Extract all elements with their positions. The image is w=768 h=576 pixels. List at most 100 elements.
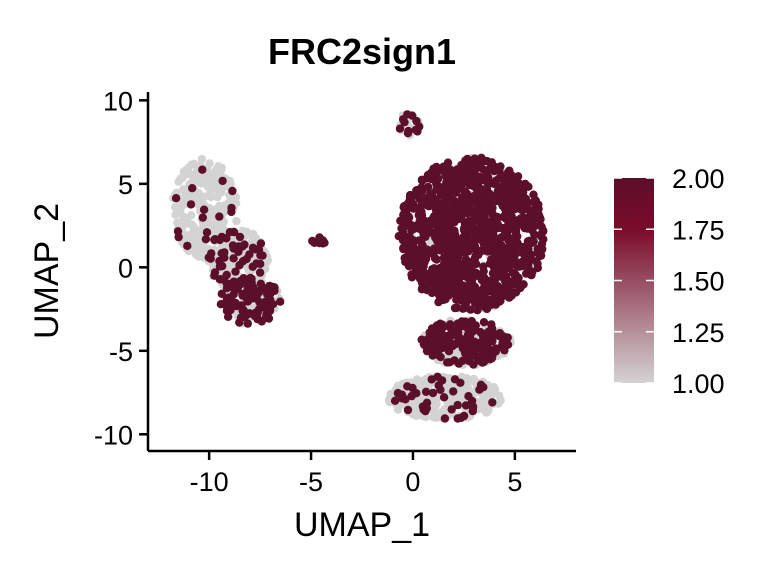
data-point [451,271,460,280]
data-point [457,335,467,345]
data-point [491,266,501,275]
data-point [256,299,266,308]
data-point [179,167,188,176]
y-axis-ticks: 10 5 0 -5 -10 [94,86,148,450]
data-point [243,319,252,328]
data-point [439,393,449,402]
data-point [211,218,221,227]
data-point [394,232,403,241]
data-point [432,409,441,418]
data-point [477,275,487,285]
data-point [470,349,479,358]
data-point [470,325,479,335]
data-point [248,233,258,243]
data-point [231,193,240,202]
data-point [268,300,278,309]
data-point [447,405,456,414]
x-tick-label: -5 [299,467,323,497]
data-point [443,358,452,367]
data-point [428,388,438,398]
colorbar-tick-label: 1.00 [672,369,725,399]
data-point [491,344,500,353]
data-point [237,279,246,289]
data-point [512,187,522,197]
data-point [215,212,224,221]
data-point [461,401,471,410]
data-point [440,290,449,299]
data-point [490,166,499,176]
data-point [176,208,185,217]
data-point [419,262,428,271]
data-point [460,194,469,203]
data-point [447,216,457,225]
data-point [403,200,412,209]
data-point [534,210,543,219]
y-tick-label: 10 [103,86,133,116]
chart-title: FRC2sign1 [268,31,456,72]
data-point [509,203,518,213]
data-point [230,281,239,290]
data-point [407,239,416,249]
data-point [197,154,207,164]
data-point [468,274,477,283]
data-point [456,169,465,178]
data-point [485,224,494,233]
y-axis-label: UMAP_2 [28,203,66,339]
data-point [450,303,460,313]
data-point [246,274,256,283]
data-point [472,184,481,194]
data-point [429,164,438,173]
data-point [188,184,197,193]
data-point [524,261,533,270]
data-point [404,213,414,222]
data-point [449,173,458,182]
data-point [472,190,481,199]
data-point [403,405,413,415]
data-point [405,193,415,202]
data-point [460,348,470,357]
data-point [429,286,439,295]
data-point [198,165,207,174]
data-point [455,282,465,292]
data-point [494,391,504,400]
data-point [432,178,441,187]
data-point [439,253,449,262]
data-point [466,305,475,314]
data-point [482,201,491,210]
data-point [224,299,233,308]
data-point [492,247,502,257]
data-point [441,187,451,197]
data-point [206,192,216,202]
data-point [186,200,196,209]
data-point [533,259,542,268]
data-point [509,259,519,269]
data-point [256,279,265,288]
data-point [493,186,503,196]
data-point [231,267,240,276]
data-point [400,222,409,231]
data-point [484,344,493,353]
data-point [430,401,440,411]
colorbar-tick-label: 2.00 [672,164,725,194]
data-point [440,331,450,340]
data-point [262,309,271,319]
data-point [445,265,454,274]
data-point [415,122,424,131]
data-point [526,211,535,220]
data-point [479,262,488,271]
data-point [456,388,465,397]
data-point [460,234,469,244]
data-point [432,255,441,264]
data-point [390,396,400,405]
y-tick-label: -5 [109,337,133,367]
data-point [419,340,429,349]
data-point [500,182,509,191]
data-point [421,387,431,396]
data-point [431,231,440,240]
data-point [199,244,208,253]
data-point [519,280,528,289]
data-point [227,207,236,217]
data-point [270,283,279,292]
data-point [479,318,489,327]
data-point [430,344,440,353]
